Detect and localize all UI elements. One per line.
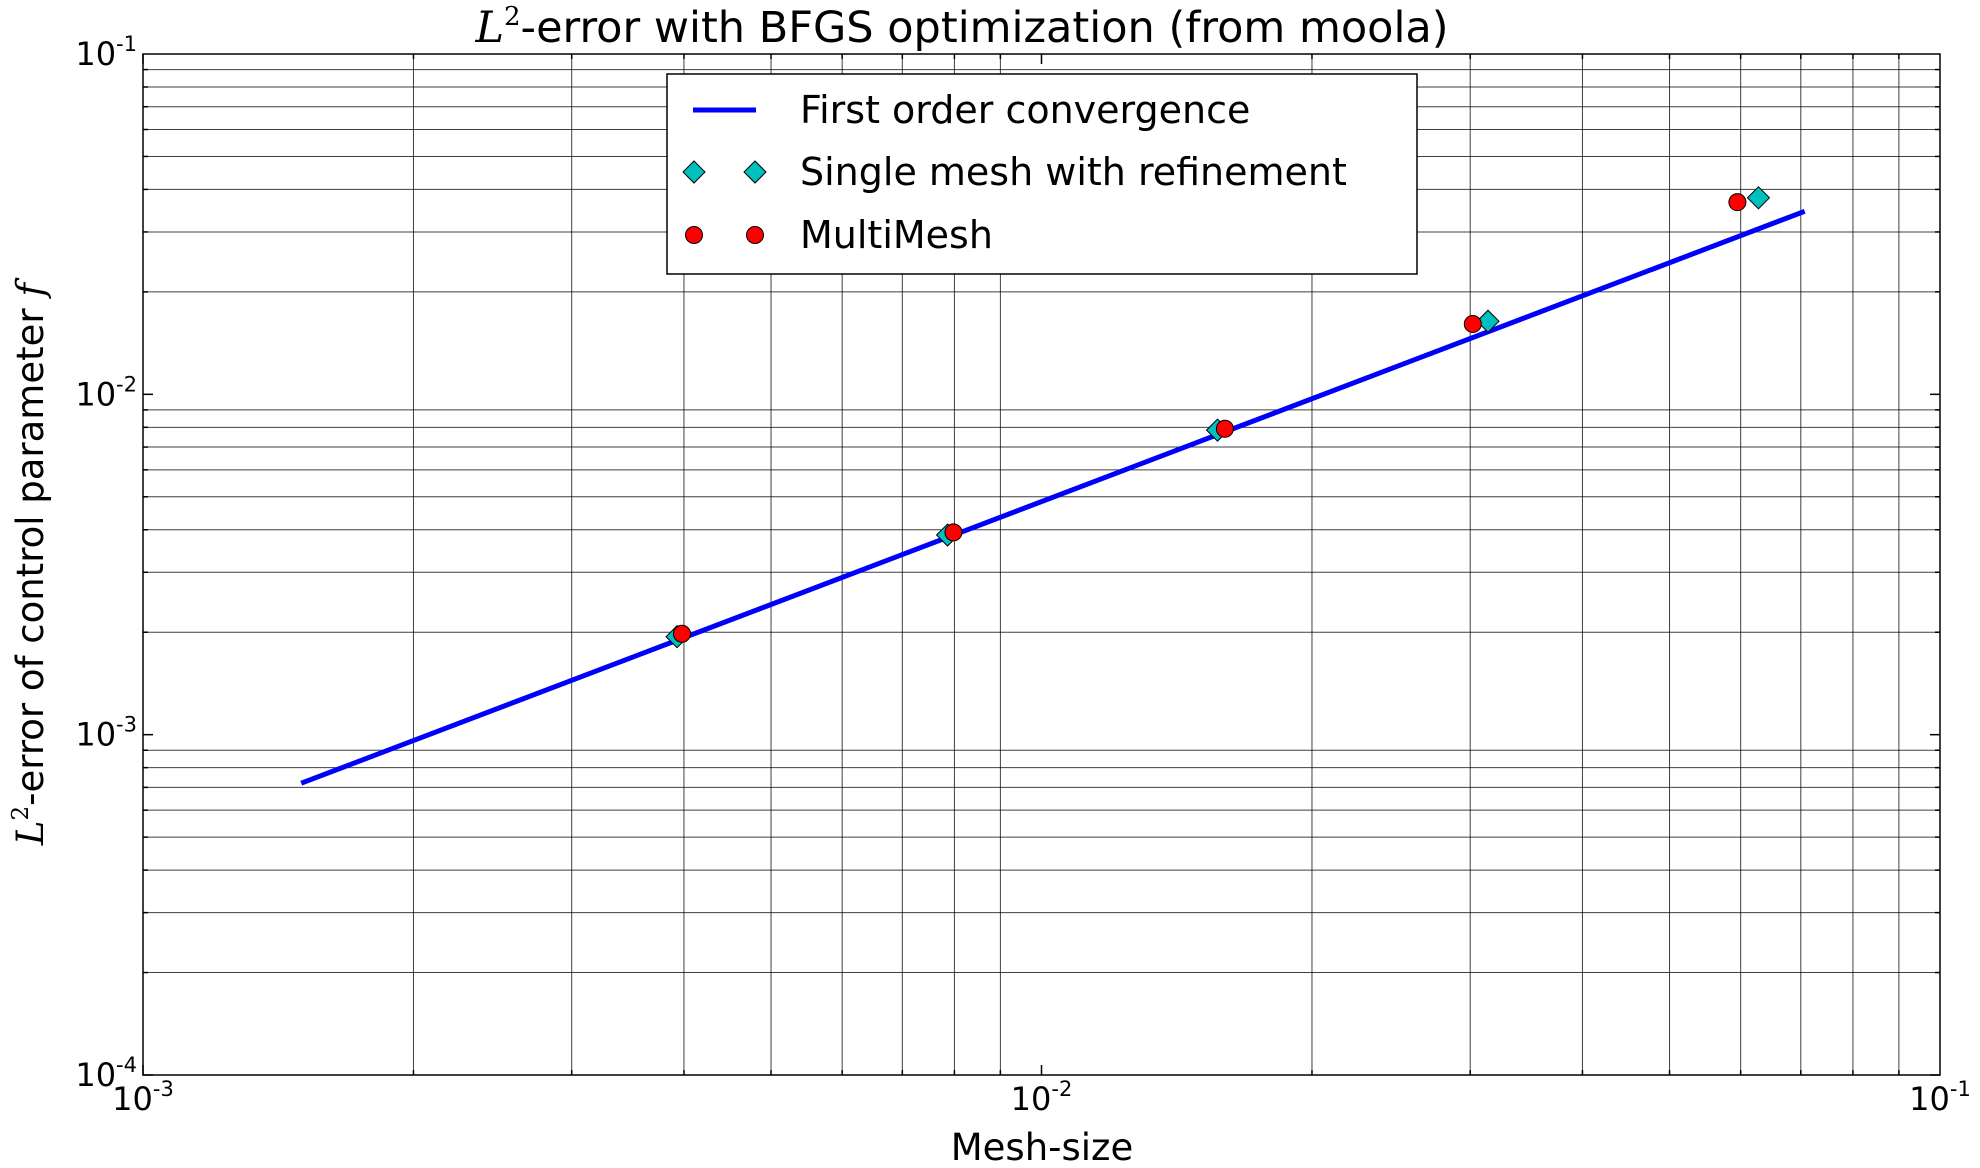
legend-label-first-order: First order convergence: [800, 88, 1250, 132]
multimesh-point: [944, 523, 963, 542]
legend-circle-marker-2: [746, 226, 764, 244]
multimesh-point: [672, 624, 691, 643]
x-tick-label: 10-3: [112, 1077, 174, 1118]
x-tick-label-exponent: -2: [1051, 1077, 1072, 1101]
y-tick-label: 10-2: [75, 372, 137, 413]
legend-circle-marker-1: [685, 226, 703, 244]
x-tick-label: 10-2: [1011, 1077, 1073, 1118]
legend-box: [666, 73, 1418, 275]
y-tick-label: 10-3: [75, 713, 137, 754]
x-tick-label-exponent: -3: [153, 1077, 174, 1101]
legend-label-single-mesh: Single mesh with refinement: [800, 150, 1347, 194]
legend-label-multimesh: MultiMesh: [800, 213, 993, 257]
first-order-convergence-line: [300, 208, 1806, 786]
series-layer: [300, 186, 1806, 786]
y-tick-label-base: 10: [75, 1056, 116, 1094]
y-axis-label: L2-error of control parameter f: [8, 277, 52, 846]
single-mesh-point: [1476, 309, 1500, 333]
y-tick-label-base: 10: [75, 716, 116, 754]
y-tick-label-base: 10: [75, 35, 116, 73]
multimesh-point: [1728, 193, 1747, 212]
y-tick-label: 10-1: [75, 32, 137, 73]
y-tick-label: 10-4: [75, 1053, 137, 1094]
legend-diamond-marker-1: [682, 160, 706, 184]
x-axis-label: Mesh-size: [951, 1126, 1134, 1168]
x-tick-label-base: 10: [1909, 1080, 1950, 1118]
x-tick-label-exponent: -1: [1950, 1077, 1971, 1101]
x-tick-label: 10-1: [1909, 1077, 1971, 1118]
multimesh-point: [1463, 314, 1482, 333]
y-tick-labels: 10-410-310-210-1: [75, 32, 137, 1094]
multimesh-point: [1215, 419, 1234, 438]
chart-title: L2-error with BFGS optimization (from mo…: [474, 2, 1448, 53]
legend: First order convergence Single mesh with…: [666, 73, 1418, 275]
x-tick-label-base: 10: [112, 1080, 153, 1118]
y-tick-label-exponent: -2: [116, 372, 137, 396]
y-tick-label-exponent: -1: [116, 32, 137, 56]
axis-ticks: [142, 54, 1940, 1076]
x-tick-labels: 10-3 10-2 10-1: [112, 1077, 1971, 1118]
single-mesh-point: [1746, 186, 1771, 210]
y-tick-label-exponent: -3: [116, 713, 137, 737]
legend-diamond-marker-2: [743, 160, 767, 184]
x-tick-label-base: 10: [1011, 1080, 1052, 1118]
y-tick-label-base: 10: [75, 375, 116, 413]
y-tick-label-exponent: -4: [116, 1053, 137, 1077]
